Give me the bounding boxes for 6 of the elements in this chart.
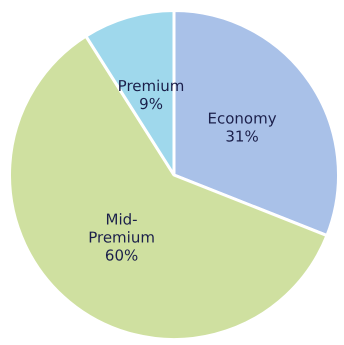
slice-label: Mid-Premium bbox=[88, 210, 155, 246]
data-label: 31% bbox=[225, 128, 259, 146]
data-label: 60% bbox=[104, 246, 138, 264]
data-label: 9% bbox=[139, 94, 163, 113]
slice-label: Premium bbox=[118, 76, 184, 95]
slice-label: Economy bbox=[207, 110, 277, 128]
